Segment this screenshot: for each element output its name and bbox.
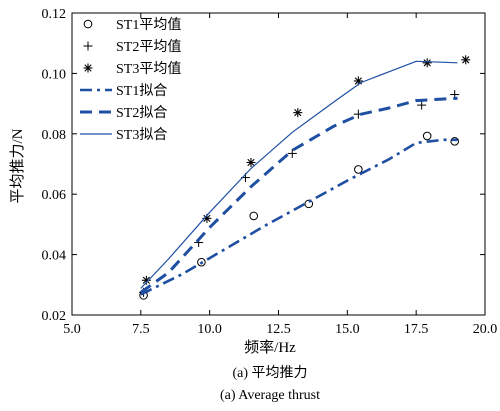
fit-line bbox=[141, 61, 458, 288]
legend-label: ST1拟合 bbox=[116, 83, 167, 99]
x-tick-label: 17.5 bbox=[404, 322, 429, 337]
plot-frame bbox=[72, 13, 485, 315]
x-tick-label: 10.0 bbox=[197, 322, 222, 337]
data-point bbox=[250, 212, 258, 220]
data-point bbox=[142, 276, 151, 285]
legend-marker bbox=[84, 42, 93, 51]
legend-label: ST1平均值 bbox=[116, 17, 181, 33]
legend-label: ST3拟合 bbox=[116, 127, 167, 143]
legend-label: ST3平均值 bbox=[116, 61, 181, 77]
y-axis-title: 平均推力/N bbox=[9, 128, 26, 203]
x-axis-title: 频率/Hz bbox=[244, 339, 296, 356]
legend: ST1平均值 ST2平均值 ST3平均值 ST1拟合 ST2拟合 ST3拟合 bbox=[80, 17, 181, 143]
series-6 bbox=[141, 61, 458, 288]
y-tick-label: 0.02 bbox=[42, 309, 67, 324]
y-tick-label: 0.06 bbox=[42, 188, 67, 203]
data-point bbox=[461, 55, 470, 64]
y-tick-label: 0.12 bbox=[42, 7, 67, 22]
x-tick-label: 7.5 bbox=[132, 322, 150, 337]
data-point bbox=[423, 58, 432, 67]
series-layer bbox=[139, 55, 470, 299]
series-2 bbox=[139, 90, 459, 297]
data-point bbox=[423, 132, 431, 140]
series-3 bbox=[142, 55, 470, 284]
y-tick-label: 0.04 bbox=[42, 249, 67, 264]
legend-item: ST2拟合 bbox=[80, 105, 167, 121]
data-point bbox=[355, 166, 363, 174]
series-4 bbox=[141, 140, 458, 295]
caption-english: (a) Average thrust bbox=[220, 388, 320, 403]
legend-item: ST1拟合 bbox=[80, 83, 167, 99]
series-1 bbox=[140, 132, 459, 299]
fit-line bbox=[141, 140, 458, 295]
y-tick-label: 0.08 bbox=[42, 128, 67, 143]
y-tick-label: 0.10 bbox=[42, 67, 67, 82]
legend-item: ST3拟合 bbox=[80, 127, 167, 143]
legend-label: ST2平均值 bbox=[116, 39, 181, 55]
x-tick-label: 5.0 bbox=[63, 322, 81, 337]
legend-marker bbox=[84, 64, 93, 73]
x-tick-label: 20.0 bbox=[473, 322, 498, 337]
x-tick-label: 12.5 bbox=[266, 322, 291, 337]
legend-item: ST1平均值 bbox=[84, 17, 181, 33]
legend-item: ST2平均值 bbox=[84, 39, 182, 55]
legend-label: ST2拟合 bbox=[116, 105, 167, 121]
legend-item: ST3平均值 bbox=[84, 61, 182, 77]
caption-chinese: (a) 平均推力 bbox=[232, 365, 307, 381]
legend-marker bbox=[84, 20, 92, 28]
data-point bbox=[293, 108, 302, 117]
x-tick-label: 15.0 bbox=[335, 322, 360, 337]
